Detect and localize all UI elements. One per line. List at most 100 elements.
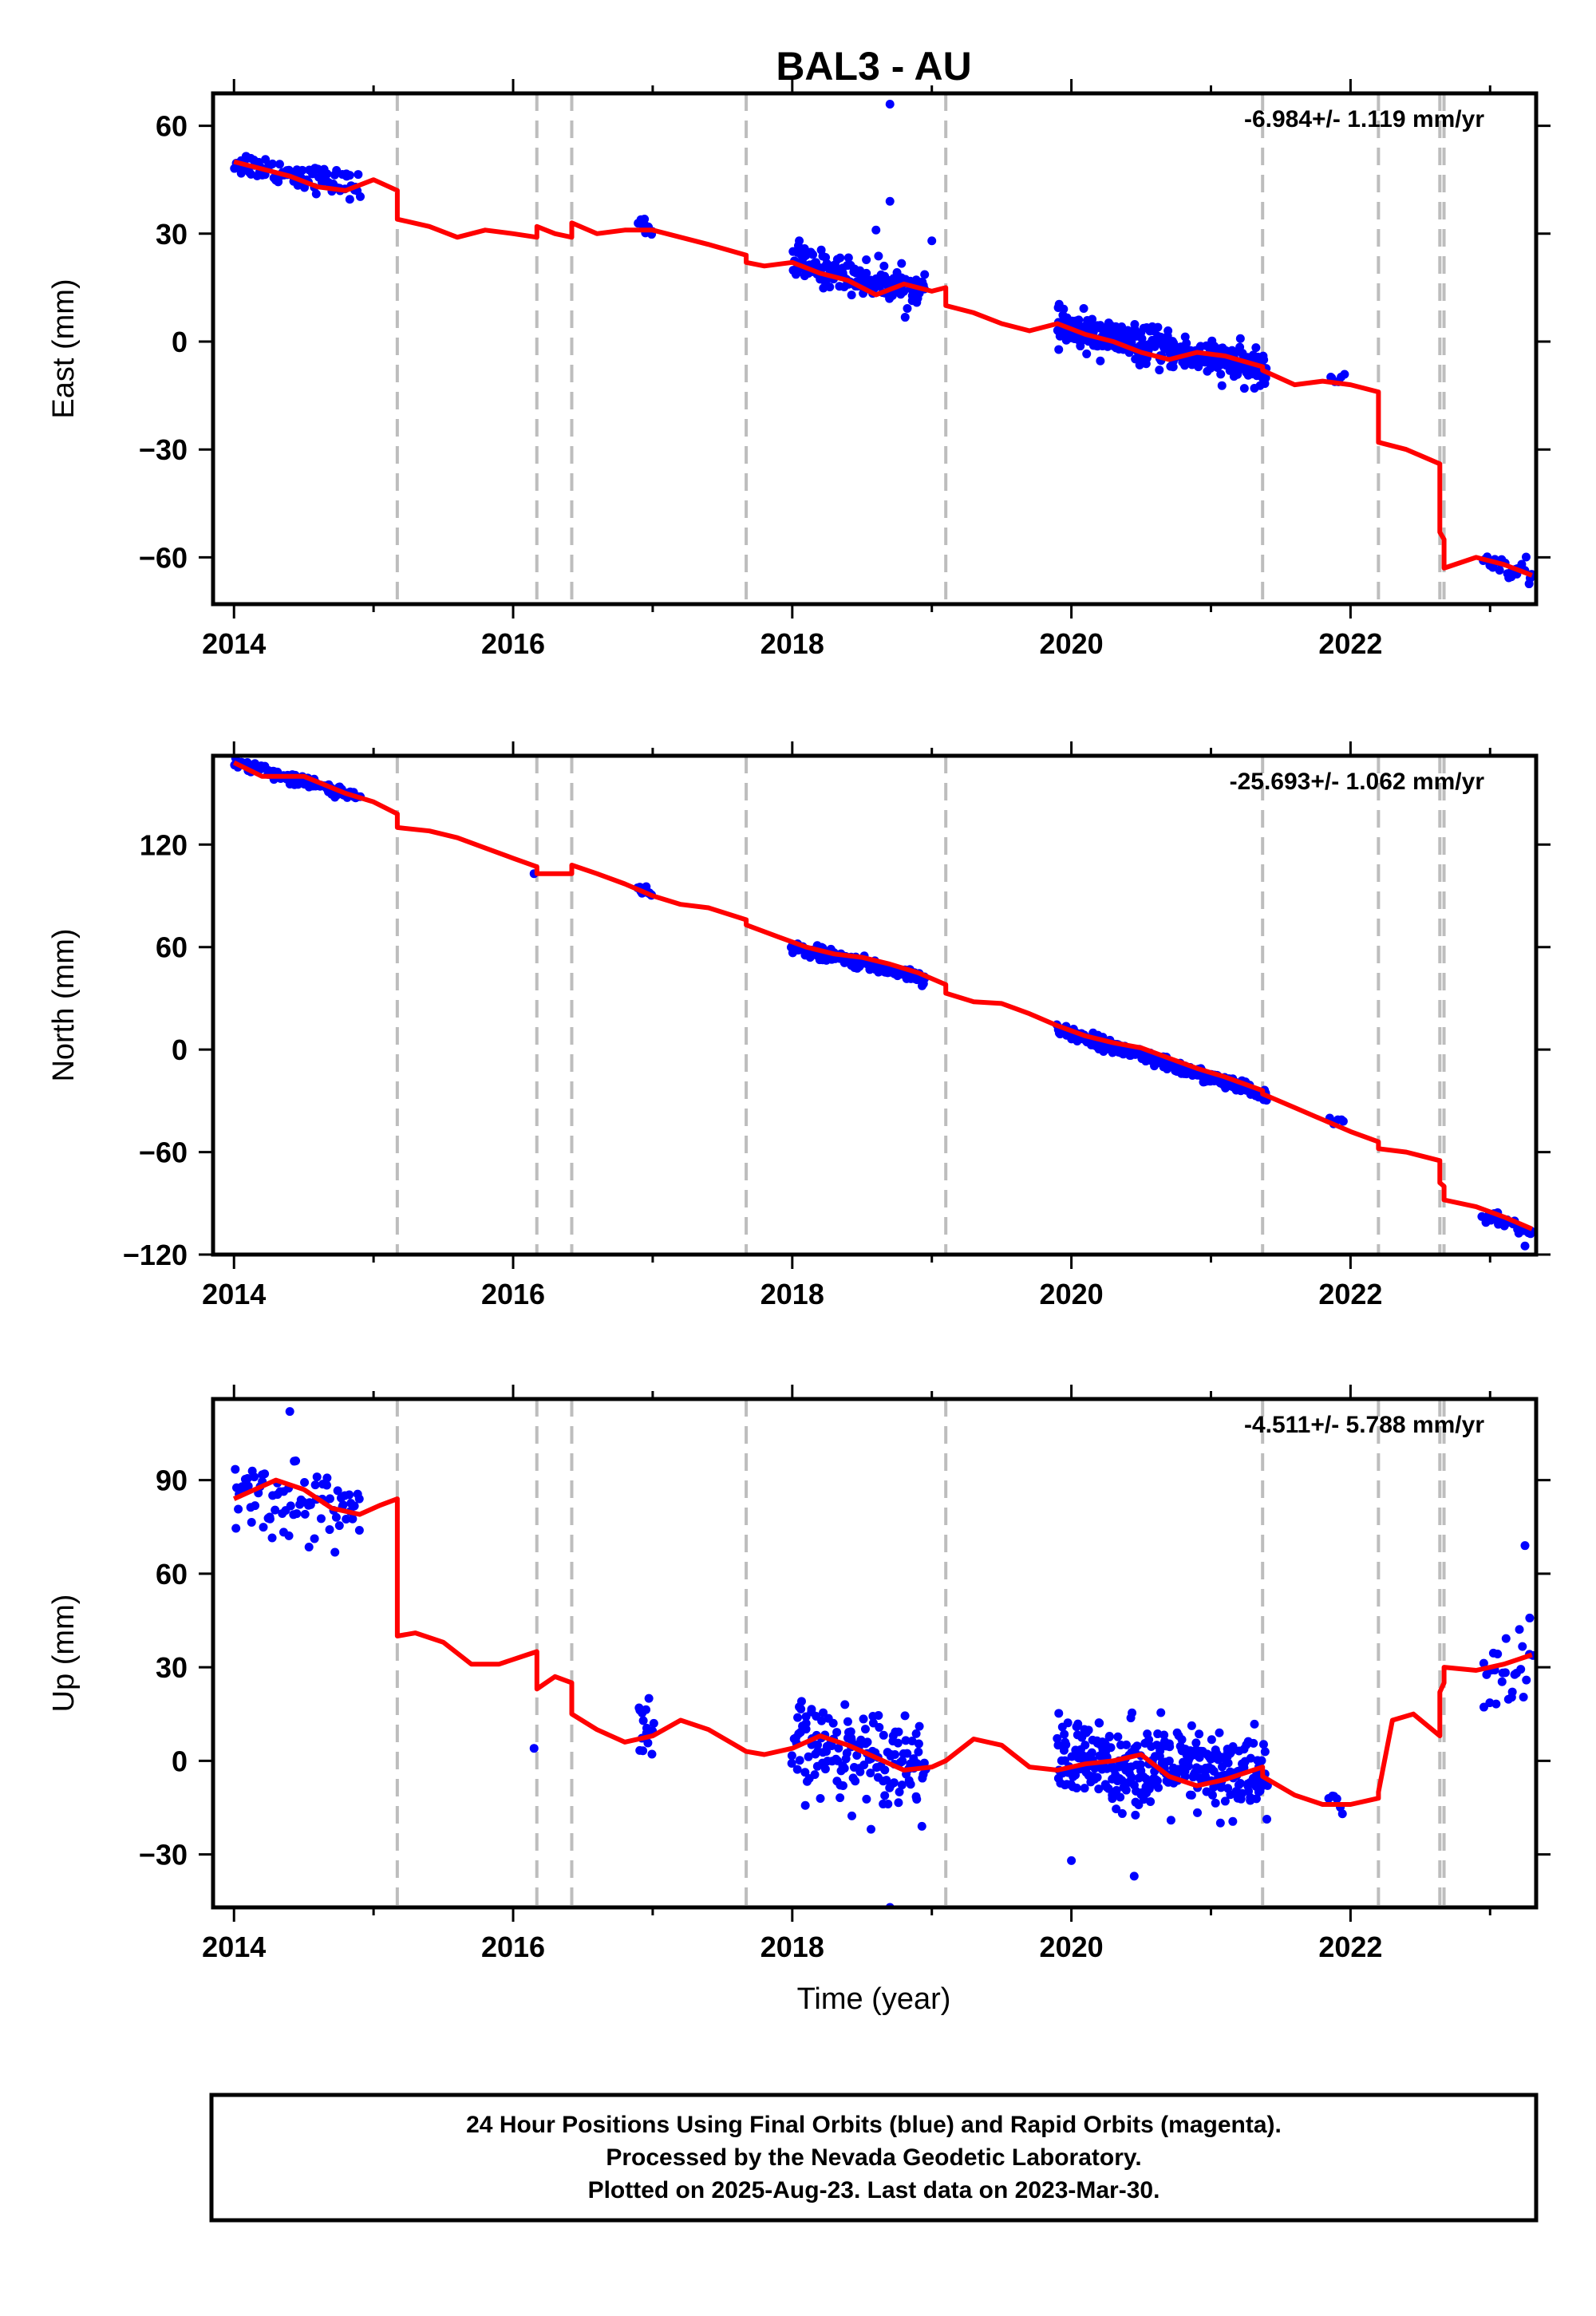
y-tick-label: −60 (139, 541, 188, 574)
data-point (1053, 1733, 1062, 1743)
data-point (638, 1716, 648, 1725)
data-point-outlier (1067, 1856, 1077, 1865)
data-point (1337, 1809, 1347, 1819)
data-point (354, 1526, 364, 1535)
data-point (1077, 1754, 1087, 1764)
data-point (843, 253, 853, 263)
data-point (838, 1781, 847, 1791)
data-point (322, 1480, 331, 1490)
data-point (1340, 370, 1349, 379)
data-point (862, 1794, 871, 1804)
data-point (1117, 1808, 1127, 1818)
figure-title: BAL3 - AU (776, 44, 971, 89)
data-point (1144, 1735, 1154, 1745)
data-point (271, 1505, 280, 1515)
y-tick-label: 60 (156, 931, 188, 964)
data-point (852, 1751, 862, 1761)
data-point (1156, 1746, 1165, 1756)
data-point (643, 1738, 653, 1748)
y-tick-label: −30 (139, 1839, 188, 1871)
x-tick-label: 2014 (202, 1278, 266, 1310)
data-point (843, 1717, 852, 1726)
data-point (322, 169, 332, 179)
x-tick-label: 2020 (1040, 1278, 1104, 1310)
x-tick-label: 2018 (760, 1278, 824, 1310)
data-point (1215, 1818, 1225, 1828)
data-point (1220, 1796, 1230, 1806)
y-tick-label: 30 (156, 218, 188, 251)
data-point (649, 1718, 658, 1728)
data-point (841, 1754, 851, 1764)
x-tick-label: 2014 (202, 627, 266, 660)
data-point (1515, 1625, 1524, 1634)
data-point (316, 1514, 326, 1524)
data-point (889, 1778, 899, 1788)
y-tick-label: −30 (139, 433, 188, 466)
data-point (875, 1722, 884, 1732)
data-point (793, 1713, 803, 1722)
data-point (1152, 1776, 1162, 1785)
data-point (894, 1798, 903, 1808)
data-point (1216, 370, 1226, 379)
data-point (883, 1800, 893, 1809)
data-point (1257, 1756, 1266, 1765)
data-point (342, 1514, 351, 1524)
x-tick-label: 2020 (1040, 627, 1104, 660)
data-point (311, 189, 321, 199)
data-point (901, 1736, 911, 1745)
data-point (1246, 1753, 1255, 1763)
data-point (834, 1743, 843, 1753)
data-point (859, 1714, 868, 1724)
footer-line-processed: Processed by the Nevada Geodetic Laborat… (606, 2144, 1141, 2171)
y-axis-label: North (mm) (47, 928, 81, 1081)
x-tick-label: 2022 (1318, 1278, 1382, 1310)
data-point (1159, 1730, 1169, 1740)
data-point (638, 1746, 648, 1756)
data-point (247, 1517, 256, 1527)
data-point (1060, 1729, 1069, 1739)
y-axis-label: East (mm) (47, 279, 81, 418)
data-point (1191, 1738, 1201, 1748)
velocity-rate-label: -25.693+/- 1.062 mm/yr (1230, 769, 1485, 795)
data-point (847, 290, 856, 300)
data-point (265, 1512, 275, 1522)
data-point-outlier (795, 236, 804, 246)
footer-line-orbits: 24 Hour Positions Using Final Orbits (bl… (466, 2112, 1282, 2138)
data-point (1228, 1816, 1238, 1826)
data-point-outlier (1520, 1541, 1530, 1551)
data-point (1519, 1693, 1528, 1702)
data-point (345, 195, 354, 204)
data-point (1200, 1774, 1210, 1784)
data-point (1211, 1798, 1220, 1808)
data-point (808, 250, 818, 259)
data-point (1104, 1732, 1114, 1741)
data-point (1112, 1804, 1121, 1814)
data-point (1182, 338, 1191, 348)
data-point (291, 1456, 301, 1465)
data-point (897, 1780, 907, 1790)
data-point (847, 1811, 856, 1820)
data-point (640, 214, 650, 223)
data-point (1096, 356, 1105, 366)
data-point (292, 1509, 302, 1519)
panel-north: 2014 2016 2018 2020 2022 120 60 0 −60 −120 North (… (47, 741, 1551, 1310)
data-point (840, 1700, 850, 1709)
data-point (1249, 1738, 1258, 1748)
y-tick-label: −120 (123, 1239, 188, 1271)
data-point (874, 251, 883, 261)
y-tick-label: 120 (140, 828, 188, 861)
data-point-outlier (871, 225, 881, 235)
data-point (911, 1729, 921, 1738)
y-tick-label: 0 (172, 326, 188, 358)
y-tick-label: 0 (172, 1745, 188, 1777)
data-point (792, 1765, 802, 1774)
data-point (800, 1768, 810, 1777)
data-point (286, 1501, 295, 1511)
data-point (1082, 349, 1092, 358)
data-point (1061, 1740, 1071, 1749)
data-point (917, 1821, 926, 1831)
data-point (330, 1547, 340, 1557)
panel-east: 2014 2016 2018 2020 2022 60 30 0 −30 −60 East (mm)… (47, 79, 1551, 660)
data-point-outlier (285, 1407, 294, 1417)
data-point (1132, 1741, 1142, 1751)
